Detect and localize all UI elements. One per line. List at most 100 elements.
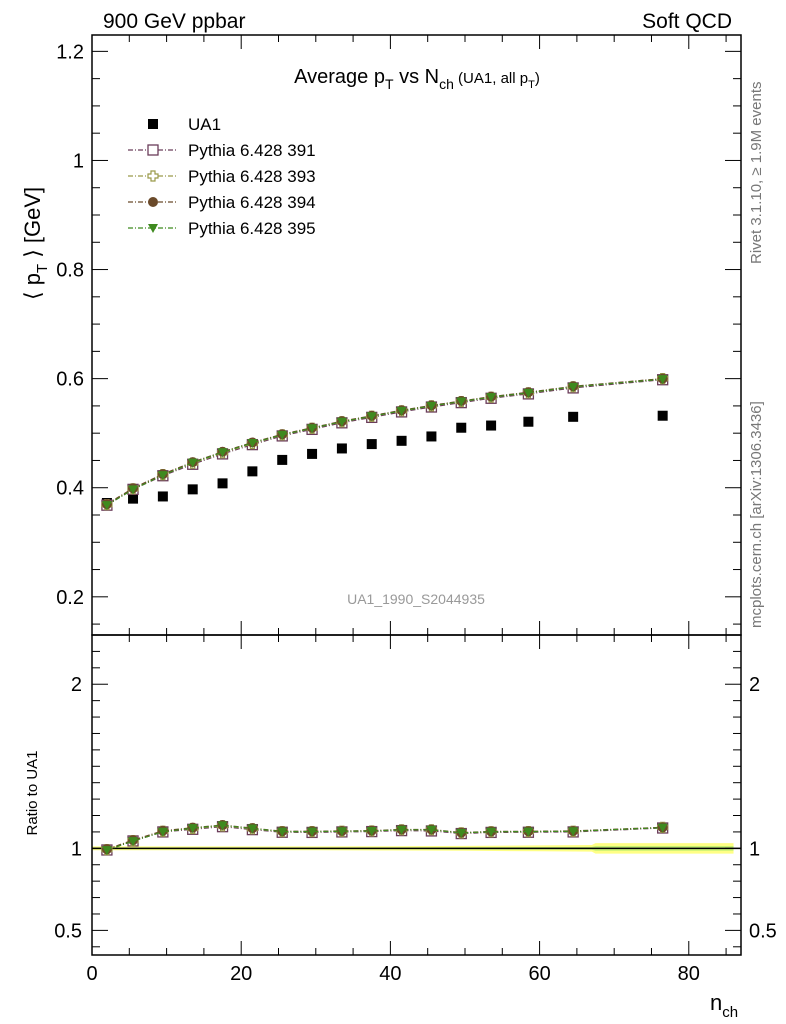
data-point [568,382,579,392]
legend-label: Pythia 6.428 394 [188,193,316,212]
data-point [396,406,407,416]
legend-marker [148,224,158,233]
data-point [568,411,579,422]
data-point [523,388,534,398]
y-tick-label: 1.2 [56,41,84,63]
data-point [247,439,258,448]
x-tick-label: 20 [230,963,252,985]
data-point [277,827,288,837]
ratio-ylabel: Ratio to UA1 [24,750,41,835]
ratio-panel: Ratio to UA1 nch 0 20 40 60 80 0.5 0.5 1 1 2 2 [24,634,777,1021]
data-point [157,827,168,837]
data-point [157,491,168,502]
chart-title: Average pT vs Nch (UA1, all pT) [294,66,540,92]
data-point [128,493,139,504]
legend-label: UA1 [188,115,221,134]
legend-entry: Pythia 6.428 394 [128,193,316,212]
y-tick-label-right: 2 [749,674,760,696]
data-point [657,823,668,833]
data-point [217,478,228,489]
header-right: Soft QCD [642,10,732,33]
legend: UA1 Pythia 6.428 391 Pythia 6.428 393 Pythi… [128,115,316,238]
series-pythia-6-428-394 [101,373,668,510]
data-point [128,837,139,847]
legend-entry: Pythia 6.428 393 [128,167,316,186]
data-point [426,401,437,411]
legend-entry: Pythia 6.428 395 [128,219,316,238]
data-point [366,412,377,422]
data-point [366,439,377,450]
mcplots-label: mcplots.cern.ch [arXiv:1306.3436] [748,401,765,628]
data-point [307,424,318,434]
data-point [336,443,347,454]
legend-marker [148,197,158,207]
x-tick-label: 60 [528,963,550,985]
data-point [307,448,318,459]
data-point [486,827,497,837]
main-panel: Average pT vs Nch (UA1, all pT) ⟨ pT ⟩ [… [20,34,742,636]
y-tick-label-right: 0.5 [749,920,777,942]
data-point [456,397,467,407]
data-point [336,827,347,837]
data-point [456,828,467,838]
series-line [106,826,663,851]
y-tick-label: 1 [73,150,84,172]
series-pythia-6-428-391 [101,374,669,511]
data-point [157,471,168,481]
data-point [307,827,318,837]
data-point [277,430,288,440]
data-point [187,484,198,495]
data-point [396,435,407,446]
data-point [247,466,258,477]
data-point [568,827,579,837]
data-point [187,458,198,468]
legend-entry: Pythia 6.428 391 [128,141,316,160]
header-left: 900 GeV ppbar [103,10,245,33]
ratio-xlabel: nch [710,990,738,1021]
data-point [366,826,377,836]
y-tick-label: 0.6 [56,369,84,391]
data-point [247,824,258,834]
main-ylabel: ⟨ pT ⟩ [GeV] [20,187,51,300]
legend-label: Pythia 6.428 395 [188,219,316,238]
y-tick-label: 0.5 [54,920,82,942]
x-tick-label: 0 [86,963,97,985]
legend-marker [148,119,158,129]
data-point [217,448,228,458]
data-point [426,431,437,442]
legend-marker [147,170,159,182]
y-tick-label: 1 [71,838,82,860]
data-point [217,821,228,831]
data-point [336,417,347,427]
data-point [101,501,112,511]
y-tick-label: 2 [71,674,82,696]
data-point [456,422,467,433]
data-point [657,410,668,421]
y-tick-label: 0.8 [56,260,84,282]
data-point [523,827,534,837]
legend-label: Pythia 6.428 393 [188,167,316,186]
data-point [128,485,139,495]
y-tick-label: 0.4 [56,478,84,500]
watermark: UA1_1990_S2044935 [347,591,485,607]
x-tick-label: 80 [678,963,700,985]
legend-entry: UA1 [148,115,221,134]
legend-label: Pythia 6.428 391 [188,141,316,160]
series-pythia-6-428-395 [101,375,668,511]
series-line [106,824,663,851]
series-ua1 [101,410,668,508]
axes-frame [91,634,742,956]
rivet-label: Rivet 3.1.10, ≥ 1.9M events [748,82,765,265]
ratio-series-pythia-6-428-395 [101,821,668,856]
data-point [277,454,288,465]
data-point [187,824,198,834]
data-point [101,846,112,856]
data-point [486,420,497,431]
y-tick-label: 0.2 [56,587,84,609]
legend-marker [147,144,159,156]
data-point [523,416,534,427]
data-point [426,825,437,835]
y-tick-label-right: 1 [749,838,760,860]
series-pythia-6-428-393 [101,373,669,511]
